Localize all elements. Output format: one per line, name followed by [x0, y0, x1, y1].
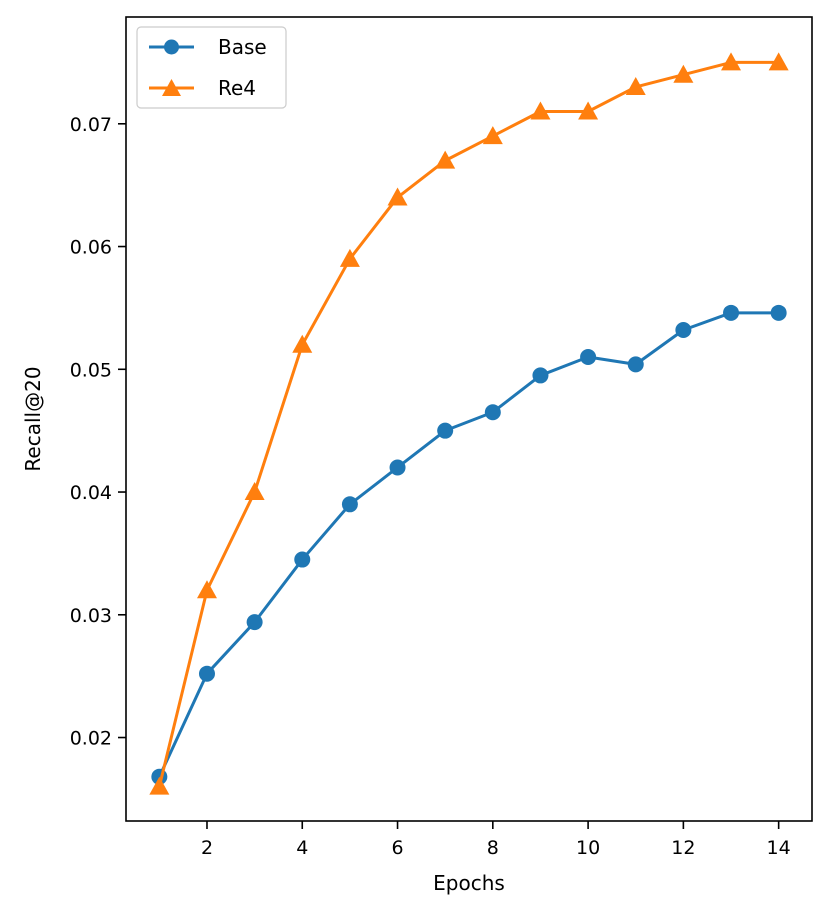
data-point-base — [723, 304, 740, 321]
data-point-re4 — [768, 52, 789, 71]
data-point-base — [437, 422, 454, 439]
y-tick-label: 0.03 — [70, 605, 112, 627]
data-point-re4 — [482, 126, 503, 145]
series-line-base — [157, 311, 779, 778]
data-point-re4 — [530, 101, 551, 120]
x-tick-label: 4 — [296, 837, 308, 859]
plot-area-frame — [125, 16, 813, 822]
x-tick-label: 12 — [671, 837, 695, 859]
data-point-re4 — [196, 580, 217, 599]
data-point-re4 — [149, 776, 170, 795]
y-tick-label: 0.05 — [70, 359, 112, 381]
y-tick-label: 0.07 — [70, 114, 112, 136]
legend-label-base: Base — [218, 35, 267, 59]
data-point-re4 — [387, 187, 408, 206]
data-point-base — [294, 551, 311, 568]
data-point-base — [627, 356, 644, 373]
data-point-re4 — [625, 76, 646, 95]
data-point-base — [246, 614, 263, 631]
y-tick-label: 0.06 — [70, 237, 112, 259]
data-point-base — [484, 404, 501, 421]
data-point-base — [770, 304, 787, 321]
data-point-re4 — [244, 482, 265, 501]
x-tick-label: 14 — [767, 837, 791, 859]
data-point-base — [389, 459, 406, 476]
x-tick-label: 10 — [576, 837, 600, 859]
y-tick-label: 0.02 — [70, 728, 112, 750]
y-tick-label: 0.04 — [70, 482, 112, 504]
x-tick-label: 6 — [391, 837, 403, 859]
legend-label-re4: Re4 — [218, 76, 256, 100]
data-point-re4 — [721, 52, 742, 71]
data-point-re4 — [292, 334, 313, 353]
legend: Base Re4 — [136, 26, 287, 109]
legend-swatch-re4-marker — [162, 79, 181, 96]
data-point-re4 — [578, 101, 599, 120]
data-point-re4 — [339, 248, 360, 267]
series-layer — [149, 52, 789, 795]
x-tick-label: 8 — [487, 837, 499, 859]
x-axis-label: Epochs — [433, 871, 505, 895]
x-tick-label: 2 — [201, 837, 213, 859]
data-point-base — [532, 367, 549, 384]
series-line-re4 — [157, 60, 779, 787]
ticks-layer: 2 4 6 8 10 12 14 0.02 0.03 0.04 0.05 0.06 0.07 — [70, 114, 791, 859]
data-point-base — [580, 349, 597, 366]
data-point-re4 — [435, 150, 456, 169]
data-point-base — [675, 322, 692, 339]
legend-swatch-base-marker — [164, 39, 179, 55]
data-point-re4 — [673, 64, 694, 83]
data-point-base — [341, 496, 358, 513]
y-axis-label: Recall@20 — [21, 366, 45, 471]
data-point-base — [198, 665, 215, 682]
